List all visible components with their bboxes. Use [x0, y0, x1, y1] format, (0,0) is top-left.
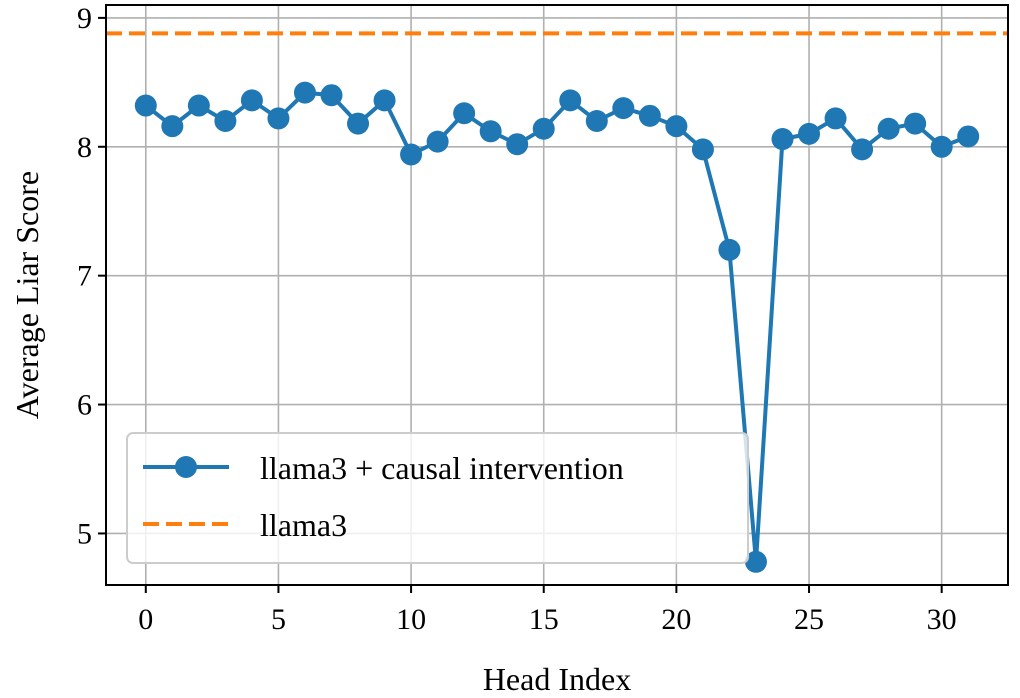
data-point: [373, 89, 396, 112]
data-point: [851, 138, 874, 161]
x-tick-label: 30: [927, 603, 957, 636]
legend: llama3 + causal intervention llama3: [126, 432, 749, 564]
x-tick-label: 10: [396, 603, 426, 636]
y-tick-label: 8: [77, 131, 92, 164]
data-point: [691, 138, 714, 161]
data-point: [426, 130, 449, 153]
data-point: [293, 81, 316, 104]
x-tick-label: 0: [138, 603, 153, 636]
data-point: [904, 112, 927, 135]
data-point: [320, 84, 343, 107]
data-point: [347, 112, 370, 135]
legend-label-llama3: llama3: [260, 507, 347, 543]
x-tick-label: 5: [271, 603, 286, 636]
intervention-series: [134, 81, 980, 573]
x-axis-label: Head Index: [483, 661, 631, 697]
legend-label-intervention: llama3 + causal intervention: [260, 450, 624, 486]
grid: [106, 5, 1008, 585]
x-tick-label: 15: [529, 603, 559, 636]
legend-box: [126, 432, 749, 564]
data-point: [771, 128, 794, 151]
y-tick-label: 9: [77, 2, 92, 35]
x-tick-label: 20: [661, 603, 691, 636]
y-axis-label: Average Liar Score: [9, 171, 45, 419]
data-point: [718, 238, 741, 261]
data-point: [532, 117, 555, 140]
data-point: [240, 89, 263, 112]
data-point: [187, 94, 210, 117]
y-tick-label: 6: [77, 389, 92, 422]
data-point: [161, 115, 184, 138]
data-point: [559, 89, 582, 112]
y-tick-label: 7: [77, 260, 92, 293]
data-point: [479, 120, 502, 143]
plot-frame: [105, 4, 1009, 586]
data-point: [638, 104, 661, 127]
data-point: [930, 135, 953, 158]
data-point: [665, 115, 688, 138]
data-point: [134, 94, 157, 117]
data-point: [744, 550, 767, 573]
axis-ticks: 0 5 10 15 20 25 30 5 6 7 8 9: [77, 2, 957, 636]
data-point: [453, 102, 476, 125]
data-point: [400, 143, 423, 166]
data-point: [585, 110, 608, 132]
x-tick-label: 25: [794, 603, 824, 636]
legend-marker-intervention: [175, 456, 197, 478]
data-point: [798, 122, 821, 145]
data-point: [957, 125, 980, 148]
data-point: [506, 133, 529, 156]
data-point: [214, 110, 237, 132]
y-tick-label: 5: [77, 517, 92, 550]
data-point: [612, 97, 635, 120]
data-point: [267, 107, 290, 130]
data-point: [824, 107, 847, 130]
data-point: [877, 117, 900, 140]
